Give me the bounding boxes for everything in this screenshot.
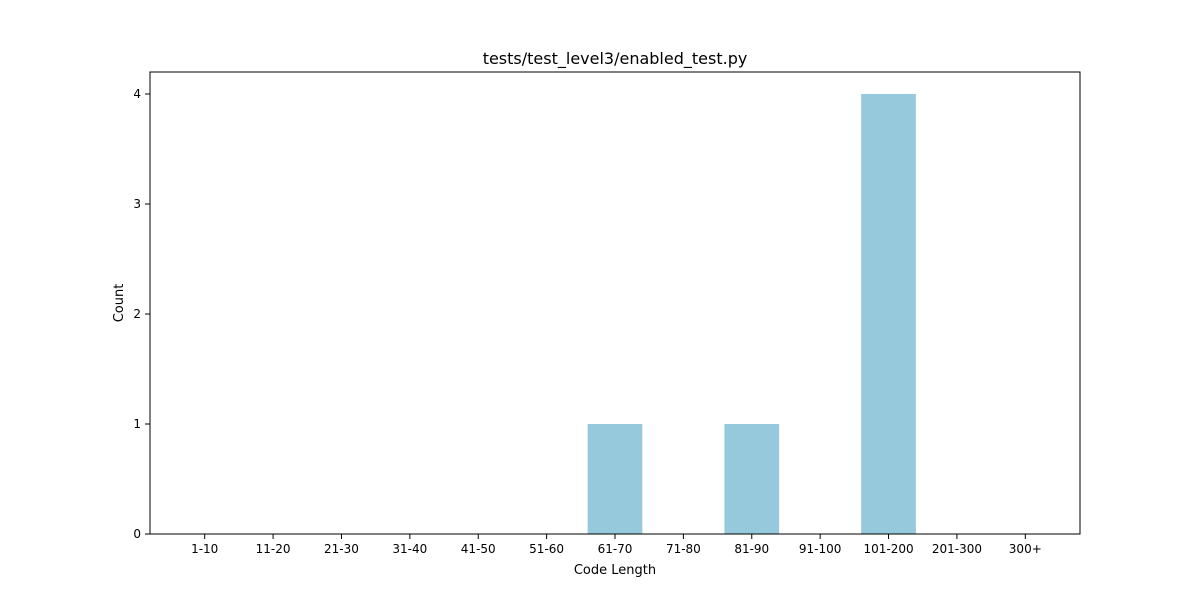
x-tick-label: 300+ bbox=[1009, 542, 1042, 556]
x-tick-label: 51-60 bbox=[529, 542, 564, 556]
y-axis-label: Count bbox=[112, 284, 127, 323]
y-tick-label: 4 bbox=[133, 87, 141, 101]
x-tick-label: 41-50 bbox=[461, 542, 496, 556]
chart-title: tests/test_level3/enabled_test.py bbox=[483, 49, 748, 69]
x-tick-label: 61-70 bbox=[598, 542, 633, 556]
y-tick-label: 2 bbox=[133, 307, 141, 321]
x-tick-label: 11-20 bbox=[256, 542, 291, 556]
y-tick-label: 3 bbox=[133, 197, 141, 211]
x-tick-label: 201-300 bbox=[932, 542, 982, 556]
y-tick-label: 1 bbox=[133, 417, 141, 431]
x-axis-label: Code Length bbox=[574, 563, 656, 578]
y-axis: 0 1 2 3 4 bbox=[133, 87, 150, 541]
y-tick-label: 0 bbox=[133, 527, 141, 541]
x-tick-label: 31-40 bbox=[392, 542, 427, 556]
bar-101-200 bbox=[861, 94, 916, 534]
x-axis: 1-10 11-20 21-30 31-40 41-50 51-60 61-70 71-80 8… bbox=[191, 534, 1042, 556]
x-tick-label: 21-30 bbox=[324, 542, 359, 556]
bar-81-90 bbox=[724, 424, 780, 534]
x-tick-label: 81-90 bbox=[734, 542, 769, 556]
x-tick-label: 101-200 bbox=[863, 542, 913, 556]
x-tick-label: 91-100 bbox=[799, 542, 842, 556]
bars-layer bbox=[587, 94, 916, 534]
x-tick-label: 1-10 bbox=[191, 542, 218, 556]
bar-61-70 bbox=[587, 424, 643, 534]
x-tick-label: 71-80 bbox=[666, 542, 701, 556]
